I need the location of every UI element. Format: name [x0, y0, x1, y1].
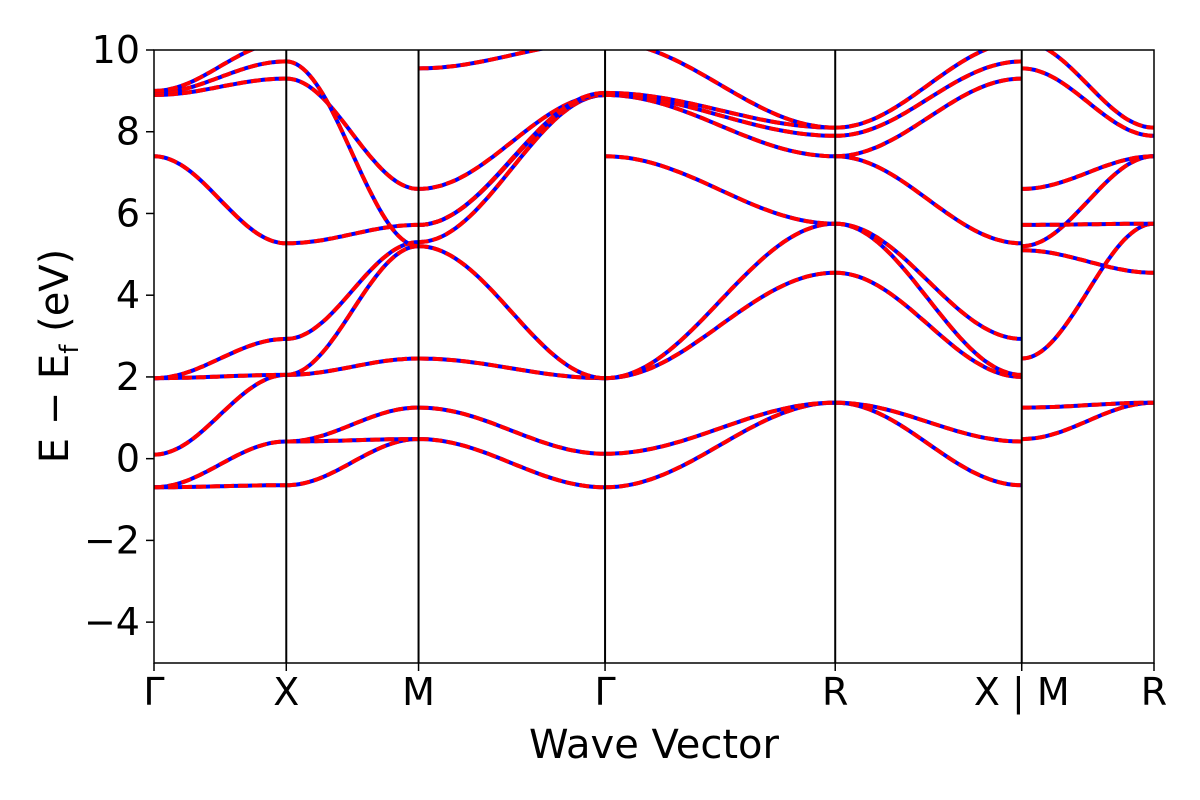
- y-tick-label-7: 10: [92, 28, 140, 72]
- band-curve-red-3-4: [605, 154, 836, 226]
- y-tick-label-0: −4: [84, 600, 140, 644]
- band-curve-red-2-0: [418, 437, 606, 490]
- y-tick-label-4: 4: [116, 273, 140, 317]
- y-tick-label-5: 6: [116, 191, 140, 235]
- band-curve-red-1-1: [286, 437, 419, 444]
- band-curve-blue-1-4: [286, 244, 419, 377]
- x-tick-label-6: R: [1141, 670, 1167, 714]
- band-curve-red-2-2: [418, 356, 606, 381]
- x-tick-label-5: X | M: [974, 670, 1070, 715]
- band-curve-red-2-6: [418, 93, 606, 191]
- band-curve-blue-3-8: [644, 50, 836, 130]
- band-curve-red-1-0: [286, 437, 419, 488]
- band-curve-red-0-0: [154, 483, 287, 490]
- band-curve-red-2-8: [418, 50, 546, 71]
- band-curve-red-0-3: [154, 372, 287, 381]
- band-curve-red-0-6: [154, 76, 287, 97]
- band-curve-blue-3-0: [605, 400, 836, 490]
- band-curve-red-0-1: [154, 439, 287, 490]
- band-curve-red-5-0: [1021, 400, 1154, 442]
- band-curve-red-5-4: [1021, 154, 1154, 249]
- band-curve-red-4-6: [835, 76, 1022, 159]
- y-tick-label-2: 0: [116, 437, 140, 481]
- band-curve-red-3-2: [605, 270, 836, 381]
- band-curve-red-5-5: [1021, 221, 1154, 227]
- band-curve-red-3-7: [605, 90, 836, 130]
- band-curve-red-0-5: [154, 154, 287, 246]
- band-curve-red-5-6: [1021, 154, 1154, 191]
- x-tick-label-4: R: [822, 670, 848, 714]
- band-curve-red-1-5: [286, 240, 419, 341]
- band-curve-red-2-3: [418, 244, 606, 381]
- bands-layer: [154, 50, 1154, 490]
- band-curve-red-3-5: [605, 93, 836, 159]
- y-axis-label-unit: (eV): [32, 249, 78, 345]
- band-curve-red-3-3: [604, 221, 836, 381]
- band-curve-red-0-4: [154, 336, 287, 381]
- band-curve-red-3-1: [605, 400, 836, 456]
- y-tick-label-1: −2: [84, 518, 140, 562]
- x-tick-label-2: M: [402, 670, 435, 714]
- plot-background: [154, 50, 1154, 663]
- band-curve-red-3-6: [605, 93, 836, 138]
- band-curve-red-4-0: [835, 400, 1022, 488]
- band-curve-red-5-3: [1021, 248, 1154, 275]
- band-curve-red-1-7: [286, 76, 419, 191]
- band-curve-red-4-8: [835, 50, 990, 130]
- band-curve-red-5-7: [1021, 66, 1154, 138]
- x-axis: Γ X M Γ R X | M R: [143, 663, 1167, 715]
- band-curve-red-4-5: [835, 154, 1022, 246]
- band-curve-red-4-7: [835, 59, 1022, 138]
- x-tick-label-0: Γ: [143, 670, 164, 714]
- y-axis-label-subscript: f: [55, 344, 85, 354]
- plot-frame: [153, 49, 1155, 664]
- band-curve-blue-5-8: [1044, 50, 1154, 130]
- band-curve-red-0-2: [154, 372, 287, 457]
- band-curve-red-1-8: [286, 59, 419, 249]
- band-curve-red-1-2: [286, 405, 419, 444]
- x-tick-label-3: Γ: [594, 670, 615, 714]
- band-curve-red-5-1: [1021, 400, 1154, 410]
- y-tick-label-3: 2: [116, 355, 140, 399]
- x-axis-label: Wave Vector: [529, 722, 780, 768]
- band-curve-red-4-2: [835, 270, 1022, 379]
- band-curve-red-4-4: [835, 221, 1022, 341]
- band-curve-red-0-7: [154, 59, 287, 95]
- band-curve-red-4-3: [835, 221, 1022, 377]
- kpoint-lines: [285, 50, 1023, 663]
- band-curve-red-2-7: [418, 90, 606, 227]
- y-axis-label-main: E − E: [32, 354, 78, 464]
- band-curve-red-5-2: [1021, 221, 1154, 361]
- band-curve-red-4-1: [835, 400, 1022, 444]
- band-curve-red-2-1: [418, 405, 606, 456]
- band-curve-red-1-6: [286, 222, 419, 246]
- band-curve-red-1-3: [286, 356, 419, 377]
- band-curve-red-0-8: [154, 50, 257, 93]
- x-tick-label-1: X: [273, 670, 299, 714]
- y-tick-label-6: 8: [116, 110, 140, 154]
- y-axis: −4 −2 0 2 4 6 8 10: [84, 28, 154, 644]
- y-axis-label: E − Ef (eV): [32, 249, 85, 464]
